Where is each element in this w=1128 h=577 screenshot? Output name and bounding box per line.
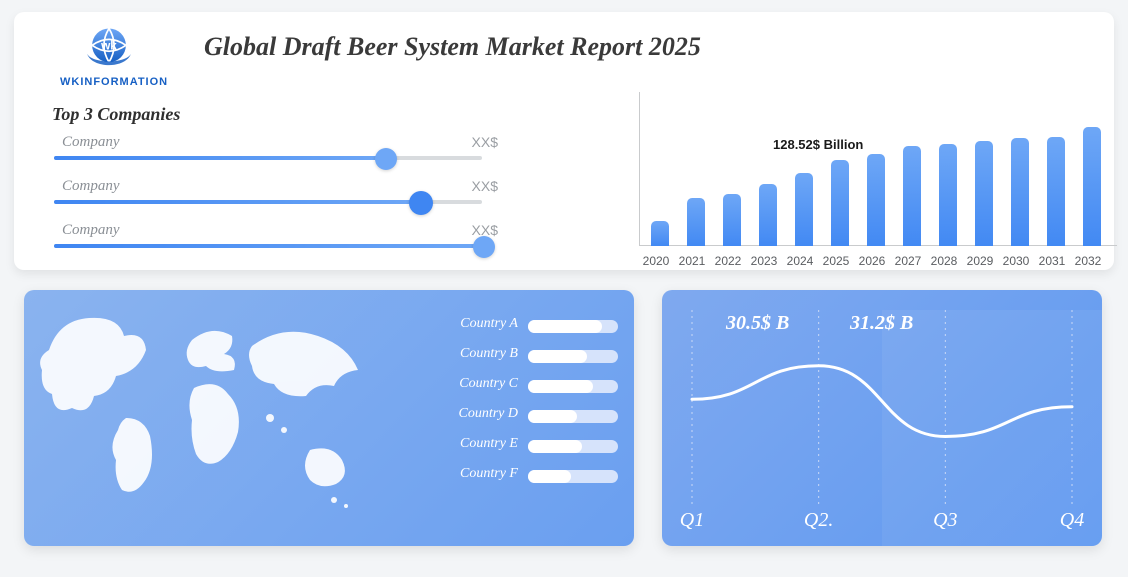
forecast-bar <box>867 154 885 246</box>
quarter-label: Q3 <box>905 509 985 532</box>
year-label: 2027 <box>890 254 926 268</box>
year-label: 2023 <box>746 254 782 268</box>
year-label: 2029 <box>962 254 998 268</box>
country-row: Country F <box>424 464 620 494</box>
year-label: 2028 <box>926 254 962 268</box>
year-label: 2021 <box>674 254 710 268</box>
quarter-label: Q4 <box>1032 509 1102 532</box>
company-slider[interactable]: CompanyXX$ <box>52 222 532 266</box>
forecast-bar <box>939 144 957 246</box>
year-label: 2031 <box>1034 254 1070 268</box>
country-bar-fill <box>528 470 571 483</box>
country-name: Country D <box>424 406 518 422</box>
forecast-bar <box>831 160 849 246</box>
forecast-bar <box>975 141 993 246</box>
forecast-bar <box>759 184 777 246</box>
slider-fill <box>54 244 482 248</box>
quarter-line-panel: Q1 Q2. Q3 Q4 30.5$ B 31.2$ B <box>662 290 1102 546</box>
country-bar-fill <box>528 350 587 363</box>
countries-panel: Country A Country B Country C Country D Coun… <box>24 290 634 546</box>
year-label: 2022 <box>710 254 746 268</box>
year-label: 2020 <box>638 254 674 268</box>
country-bar-fill <box>528 410 577 423</box>
year-label: 2026 <box>854 254 890 268</box>
company-value: XX$ <box>472 178 498 194</box>
bar-plot-area <box>643 92 1117 246</box>
slider-track <box>54 244 482 248</box>
company-label: Company <box>62 222 120 239</box>
country-bar-track <box>528 350 618 363</box>
world-map-icon <box>34 300 394 530</box>
slider-knob[interactable] <box>409 191 433 215</box>
y-axis <box>639 92 640 246</box>
country-bar-track <box>528 320 618 333</box>
quarter-label: Q2. <box>779 509 859 532</box>
slider-fill <box>54 200 422 204</box>
country-row: Country A <box>424 314 620 344</box>
forecast-bar <box>1047 137 1065 246</box>
companies-heading: Top 3 Companies <box>52 104 180 125</box>
company-label: Company <box>62 178 120 195</box>
company-label: Company <box>62 134 120 151</box>
country-row: Country C <box>424 374 620 404</box>
forecast-callout: 128.52$ Billion <box>773 137 863 152</box>
brand-name: WKINFORMATION <box>60 76 158 88</box>
country-name: Country E <box>424 436 518 452</box>
quarter-label: Q1 <box>662 509 732 532</box>
forecast-bar <box>903 146 921 246</box>
page-title: Global Draft Beer System Market Report 2… <box>204 32 701 62</box>
country-row: Country E <box>424 434 620 464</box>
year-label: 2032 <box>1070 254 1106 268</box>
svg-text:wk: wk <box>100 39 117 53</box>
forecast-bar <box>1011 138 1029 246</box>
country-bar-fill <box>528 440 582 453</box>
country-bar-track <box>528 470 618 483</box>
country-name: Country A <box>424 316 518 332</box>
country-name: Country B <box>424 346 518 362</box>
country-bar-track <box>528 440 618 453</box>
forecast-bar <box>1083 127 1101 246</box>
globe-icon: wk <box>82 20 136 74</box>
company-slider[interactable]: Company XX$ <box>52 134 532 178</box>
year-label: 2025 <box>818 254 854 268</box>
country-row: Country D <box>424 404 620 434</box>
slider-knob[interactable] <box>473 236 495 258</box>
slider-fill <box>54 156 388 160</box>
country-name: Country C <box>424 376 518 392</box>
forecast-bar <box>795 173 813 246</box>
forecast-bar <box>723 194 741 246</box>
quarter-value-1: 30.5$ B <box>726 312 789 335</box>
country-bar-list: Country A Country B Country C Country D Coun… <box>424 314 620 494</box>
top-card: wk WKINFORMATION Global Draft Beer Syste… <box>14 12 1114 270</box>
country-bar-track <box>528 410 618 423</box>
company-slider-list: CompanyXX$CompanyXX$CompanyXX$ <box>52 134 532 266</box>
country-row: Country B <box>424 344 620 374</box>
country-bar-track <box>528 380 618 393</box>
forecast-bar <box>651 221 669 246</box>
company-value: XX$ <box>472 134 498 150</box>
forecast-bar-chart: 128.52$ Billion 202020212022202320242025… <box>639 92 1117 268</box>
year-label: 2030 <box>998 254 1034 268</box>
forecast-bar <box>687 198 705 246</box>
slider-knob[interactable] <box>375 148 397 170</box>
company-slider[interactable]: Company XX$ <box>52 178 532 222</box>
brand-logo: wk WKINFORMATION <box>60 20 158 88</box>
quarter-value-2: 31.2$ B <box>850 312 913 335</box>
slider-track <box>54 156 482 160</box>
country-name: Country F <box>424 466 518 482</box>
country-bar-fill <box>528 320 602 333</box>
country-bar-fill <box>528 380 593 393</box>
year-label: 2024 <box>782 254 818 268</box>
